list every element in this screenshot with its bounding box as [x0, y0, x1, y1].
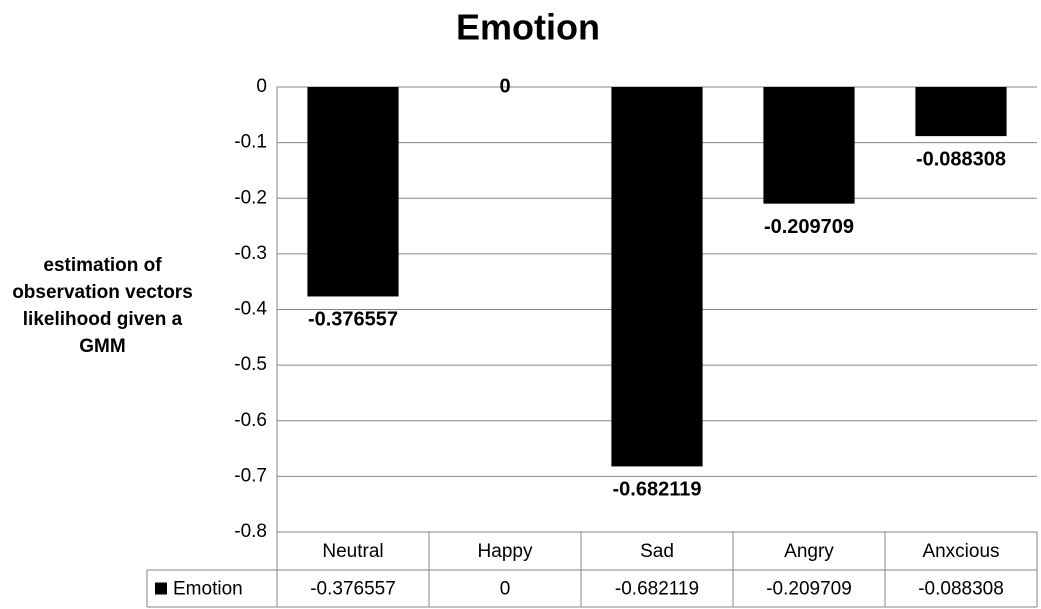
bar [763, 87, 855, 204]
y-tick-label: -0.2 [234, 187, 267, 208]
y-tick-label: -0.6 [234, 410, 267, 431]
y-axis-label: estimation of observation vectors likeli… [12, 255, 193, 357]
bar [611, 87, 703, 467]
table-value: -0.209709 [766, 579, 852, 600]
y-tick-label: -0.1 [234, 132, 267, 153]
bar [915, 87, 1007, 137]
bar [307, 87, 399, 297]
x-tick-label: Angry [784, 541, 834, 562]
data-label: -0.376557 [308, 309, 398, 331]
legend-key [155, 582, 167, 595]
data-label: -0.209709 [764, 216, 854, 238]
chart-title: Emotion [456, 7, 600, 48]
data-label: 0 [499, 75, 510, 97]
table-value: -0.376557 [310, 579, 396, 600]
y-tick-label: -0.8 [234, 521, 267, 542]
legend-label: Emotion [173, 579, 243, 600]
data-label: -0.088308 [916, 148, 1006, 170]
x-tick-label: Happy [478, 541, 533, 562]
y-tick-label: -0.5 [234, 354, 267, 375]
y-tick-label: -0.7 [234, 465, 267, 486]
y-tick-label: -0.4 [234, 299, 267, 320]
data-label: -0.682119 [613, 479, 702, 501]
x-tick-label: Sad [640, 541, 674, 562]
y-tick-label: 0 [256, 76, 267, 97]
table-value: 0 [500, 579, 511, 600]
x-tick-label: Anxcious [922, 541, 999, 562]
x-tick-label: Neutral [322, 541, 383, 562]
table-value: -0.088308 [918, 579, 1004, 600]
table-value: -0.682119 [615, 579, 699, 600]
y-tick-label: -0.3 [234, 243, 267, 264]
